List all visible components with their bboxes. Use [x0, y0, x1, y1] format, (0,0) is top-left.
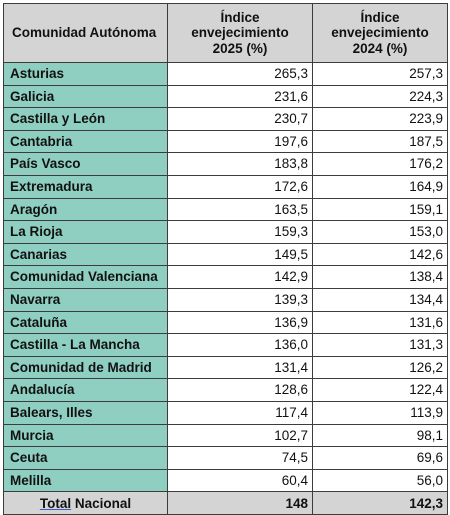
table-row: Canarias 149,5 142,6: [3, 242, 448, 267]
table-row: Aragón 163,5 159,1: [3, 197, 448, 222]
region-name-cell: Cantabria: [3, 129, 168, 154]
region-name-cell: Asturias: [3, 62, 168, 86]
index-2024-cell: 134,4: [312, 287, 448, 312]
index-2024-cell: 153,0: [312, 220, 448, 244]
table-row: Melilla 60,4 56,0: [3, 468, 448, 493]
region-name-cell: Murcia: [3, 423, 168, 448]
index-2025-cell: 60,4: [167, 468, 313, 493]
region-name-cell: Castilla - La Mancha: [3, 333, 168, 357]
index-2024-cell: 126,2: [312, 355, 448, 380]
header-2025-line-1: Índice: [220, 9, 260, 25]
header-index-2024: Índice envejecimiento 2024 (%): [312, 3, 448, 63]
table-row: Comunidad Valenciana 142,9 138,4: [3, 265, 448, 289]
index-2025-cell: 131,4: [167, 355, 313, 380]
header-2024-line-1: Índice: [360, 9, 400, 25]
table-row: Andalucía 128,6 122,4: [3, 378, 448, 402]
region-name-cell: Galicia: [3, 84, 168, 109]
total-row: Total Nacional 148 142,3: [3, 491, 448, 515]
region-name-cell: Melilla: [3, 468, 168, 493]
index-2025-cell: 163,5: [167, 197, 313, 222]
table-row: Murcia 102,7 98,1: [3, 423, 448, 448]
index-2025-cell: 197,6: [167, 129, 313, 154]
table-row: Comunidad de Madrid 131,4 126,2: [3, 355, 448, 380]
table-row: La Rioja 159,3 153,0: [3, 220, 448, 244]
region-name-cell: Aragón: [3, 197, 168, 222]
aging-index-table: Comunidad Autónoma Índice envejecimiento…: [3, 3, 448, 515]
table-row: Castilla y León 230,7 223,9: [3, 107, 448, 131]
region-name-cell: Comunidad Valenciana: [3, 265, 168, 289]
index-2024-cell: 131,6: [312, 310, 448, 335]
index-2025-cell: 102,7: [167, 423, 313, 448]
table-row: Balears, Illes 117,4 113,9: [3, 400, 448, 425]
index-2024-cell: 164,9: [312, 174, 448, 199]
index-2025-cell: 136,9: [167, 310, 313, 335]
total-value-2024: 142,3: [312, 491, 448, 515]
header-region: Comunidad Autónoma: [3, 3, 168, 63]
index-2024-cell: 138,4: [312, 265, 448, 289]
region-name-cell: Balears, Illes: [3, 400, 168, 425]
total-label-word-total: Total: [39, 495, 72, 511]
table-row: Navarra 139,3 134,4: [3, 287, 448, 312]
header-row: Comunidad Autónoma Índice envejecimiento…: [3, 3, 448, 63]
index-2024-cell: 98,1: [312, 423, 448, 448]
index-2024-cell: 113,9: [312, 400, 448, 425]
header-2024-line-2: envejecimiento: [331, 25, 429, 41]
region-name-cell: Cataluña: [3, 310, 168, 335]
index-2025-cell: 231,6: [167, 84, 313, 109]
region-name-cell: País Vasco: [3, 152, 168, 176]
table-footer: Total Nacional 148 142,3: [3, 491, 448, 515]
index-2024-cell: 122,4: [312, 378, 448, 402]
index-2024-cell: 159,1: [312, 197, 448, 222]
index-2025-cell: 183,8: [167, 152, 313, 176]
header-2025-line-3: 2025 (%): [212, 40, 268, 56]
table-row: Asturias 265,3 257,3: [3, 62, 448, 86]
region-name-cell: Ceuta: [3, 446, 168, 470]
table-header: Comunidad Autónoma Índice envejecimiento…: [3, 3, 448, 63]
index-2024-cell: 142,6: [312, 242, 448, 267]
region-name-cell: Andalucía: [3, 378, 168, 402]
header-index-2025: Índice envejecimiento 2025 (%): [167, 3, 313, 63]
index-2025-cell: 265,3: [167, 62, 313, 86]
region-name-cell: Canarias: [3, 242, 168, 267]
index-2024-cell: 131,3: [312, 333, 448, 357]
index-2024-cell: 257,3: [312, 62, 448, 86]
index-2025-cell: 139,3: [167, 287, 313, 312]
table-row: Extremadura 172,6 164,9: [3, 174, 448, 199]
table-row: Galicia 231,6 224,3: [3, 84, 448, 109]
aging-index-table-container: Comunidad Autónoma Índice envejecimiento…: [3, 3, 448, 515]
index-2025-cell: 172,6: [167, 174, 313, 199]
table-row: Cataluña 136,9 131,6: [3, 310, 448, 335]
table-body: Asturias 265,3 257,3 Galicia 231,6 224,3 Casti…: [3, 62, 448, 493]
table-row: Ceuta 74,5 69,6: [3, 446, 448, 470]
total-label-word-nacional: Nacional: [74, 495, 132, 511]
table-row: País Vasco 183,8 176,2: [3, 152, 448, 176]
region-name-cell: Comunidad de Madrid: [3, 355, 168, 380]
table-row: Castilla - La Mancha 136,0 131,3: [3, 333, 448, 357]
index-2025-cell: 149,5: [167, 242, 313, 267]
region-name-cell: Navarra: [3, 287, 168, 312]
index-2024-cell: 69,6: [312, 446, 448, 470]
index-2024-cell: 187,5: [312, 129, 448, 154]
index-2025-cell: 117,4: [167, 400, 313, 425]
index-2025-cell: 230,7: [167, 107, 313, 131]
index-2024-cell: 224,3: [312, 84, 448, 109]
index-2024-cell: 56,0: [312, 468, 448, 493]
region-name-cell: Castilla y León: [3, 107, 168, 131]
total-value-2025: 148: [167, 491, 313, 515]
index-2025-cell: 128,6: [167, 378, 313, 402]
index-2025-cell: 142,9: [167, 265, 313, 289]
header-2025-line-2: envejecimiento: [191, 25, 289, 41]
table-row: Cantabria 197,6 187,5: [3, 129, 448, 154]
index-2025-cell: 159,3: [167, 220, 313, 244]
index-2024-cell: 223,9: [312, 107, 448, 131]
index-2025-cell: 136,0: [167, 333, 313, 357]
index-2025-cell: 74,5: [167, 446, 313, 470]
index-2024-cell: 176,2: [312, 152, 448, 176]
region-name-cell: Extremadura: [3, 174, 168, 199]
region-name-cell: La Rioja: [3, 220, 168, 244]
header-2024-line-3: 2024 (%): [352, 40, 408, 56]
total-label: Total Nacional: [3, 491, 168, 515]
